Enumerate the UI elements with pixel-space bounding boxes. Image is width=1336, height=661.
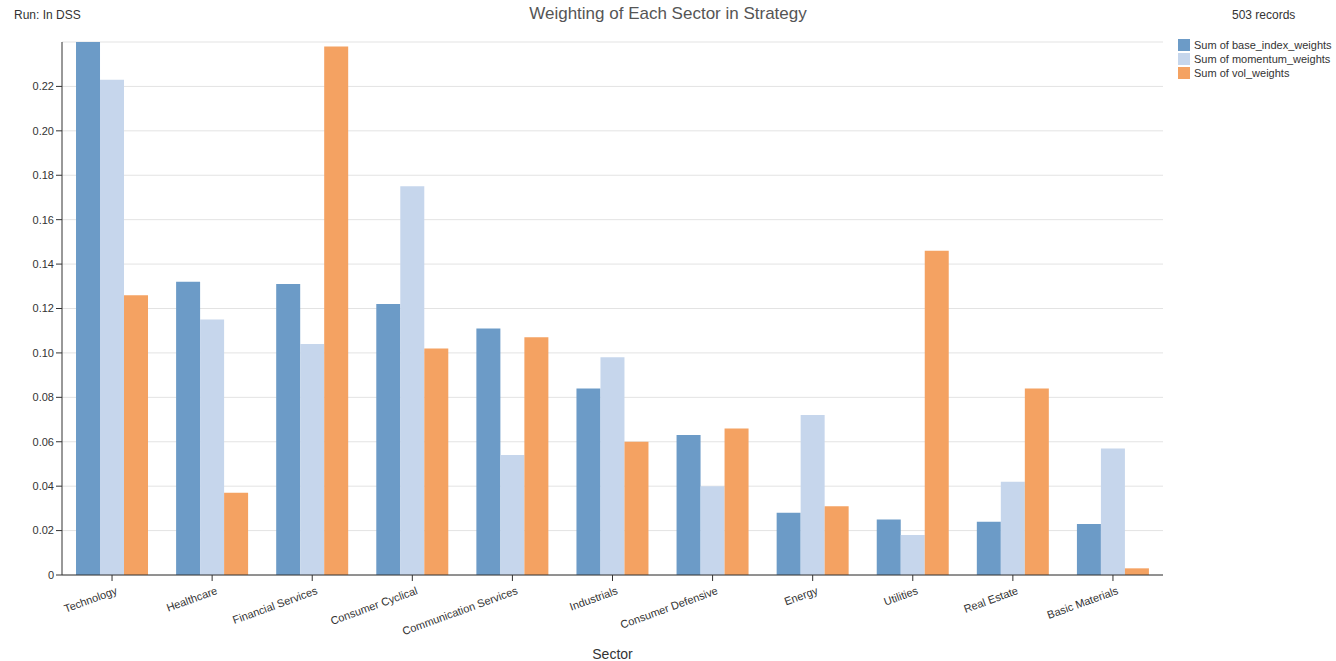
svg-text:Energy: Energy (782, 584, 819, 607)
svg-text:Communication Services: Communication Services (401, 584, 520, 637)
svg-text:0.20: 0.20 (33, 125, 54, 137)
svg-text:0.12: 0.12 (33, 302, 54, 314)
svg-text:0.22: 0.22 (33, 80, 54, 92)
html-text:503 records: 503 records (1232, 8, 1296, 22)
html-text:Sum of vol_weights: Sum of vol_weights (1194, 67, 1290, 79)
svg-text:0.02: 0.02 (33, 524, 54, 536)
svg-text:0.08: 0.08 (33, 391, 54, 403)
svg-text:Financial Services: Financial Services (231, 584, 319, 626)
html-text:Weighting of Each Sector in St: Weighting of Each Sector in Strategy (529, 4, 807, 23)
svg-text:0.18: 0.18 (33, 169, 54, 181)
svg-text:Basic Materials: Basic Materials (1045, 584, 1120, 621)
svg-text:Technology: Technology (62, 584, 119, 614)
html-text:Sum of base_index_weights: Sum of base_index_weights (1194, 39, 1332, 51)
html-text:Sum of momentum_weights: Sum of momentum_weights (1194, 53, 1331, 65)
svg-text:Sector: Sector (592, 646, 633, 661)
svg-text:Consumer Defensive: Consumer Defensive (619, 584, 720, 630)
svg-text:Utilities: Utilities (882, 584, 920, 608)
svg-text:0.04: 0.04 (33, 480, 54, 492)
svg-text:Healthcare: Healthcare (165, 584, 219, 613)
html-text:Run: In DSS: Run: In DSS (14, 8, 81, 22)
svg-text:Consumer Cyclical: Consumer Cyclical (329, 584, 419, 627)
svg-text:0.10: 0.10 (33, 347, 54, 359)
svg-text:Industrials: Industrials (568, 584, 620, 613)
svg-text:0.14: 0.14 (33, 258, 54, 270)
svg-text:0.06: 0.06 (33, 436, 54, 448)
svg-text:0.16: 0.16 (33, 214, 54, 226)
svg-text:0: 0 (48, 569, 54, 581)
svg-text:Real Estate: Real Estate (962, 584, 1020, 615)
